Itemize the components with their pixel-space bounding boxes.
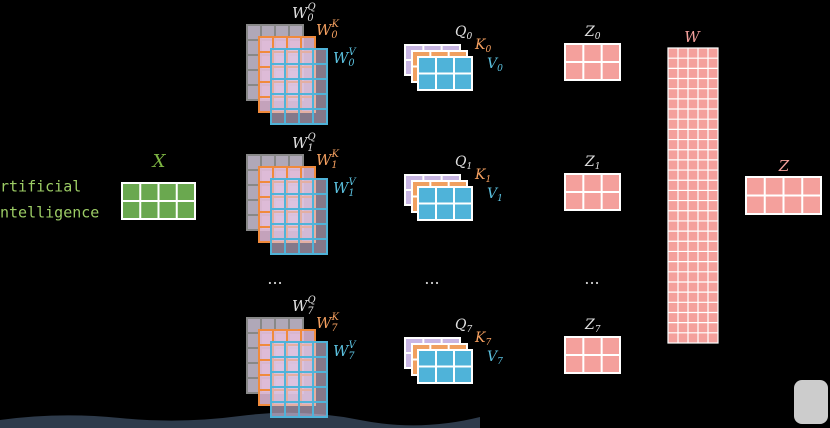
label-sub: 0 xyxy=(595,32,601,42)
label-base: Q xyxy=(455,24,467,40)
label-sub: 1 xyxy=(497,194,503,204)
label-base: Z xyxy=(584,154,595,170)
label-base: Q xyxy=(455,154,467,170)
label-sub: 7 xyxy=(331,323,338,334)
label-base: W xyxy=(333,49,350,67)
math-label: K7 xyxy=(474,330,491,348)
label-sup: Q xyxy=(308,2,316,13)
wo-matrix xyxy=(667,47,719,344)
math-label: K1 xyxy=(474,167,491,185)
math-label: Q0 xyxy=(455,24,472,42)
math-label: W7V xyxy=(333,340,357,362)
label-base: W xyxy=(292,134,309,152)
label-base: V xyxy=(487,56,499,72)
label-base: W xyxy=(292,4,309,22)
label-sub: 1 xyxy=(331,160,337,171)
label-sub: 7 xyxy=(348,351,355,362)
label-sub: 0 xyxy=(307,13,313,24)
math-label: W1K xyxy=(316,149,340,171)
label-sub: 0 xyxy=(497,64,503,74)
math-label: Z0 xyxy=(584,24,601,42)
label-sup: K xyxy=(331,149,340,160)
math-label: W0K xyxy=(316,19,340,41)
math-label: K0 xyxy=(474,37,491,55)
label-base: W xyxy=(316,21,333,39)
label-sub: 1 xyxy=(348,188,354,199)
label-base: V xyxy=(487,349,499,365)
math-label: Q1 xyxy=(455,154,472,172)
math-label: V1 xyxy=(487,186,503,204)
label-base: K xyxy=(474,167,487,183)
label-base: W xyxy=(333,342,350,360)
ground xyxy=(0,412,480,428)
w-label: W xyxy=(684,28,701,46)
label-sub: 0 xyxy=(331,30,337,41)
label-base: Q xyxy=(455,317,467,333)
math-label: W0V xyxy=(333,47,357,69)
label-sup: Q xyxy=(308,295,316,306)
math-label: Z1 xyxy=(584,154,601,172)
label-sub: 0 xyxy=(348,58,354,69)
label-base: W xyxy=(316,314,333,332)
label-sub: 7 xyxy=(466,325,472,335)
label-sup: K xyxy=(331,312,340,323)
math-label: W7Q xyxy=(292,295,316,317)
label-base: V xyxy=(487,186,499,202)
z-label: Z xyxy=(778,157,790,175)
math-label: W7K xyxy=(316,312,340,334)
label-base: W xyxy=(316,151,333,169)
label-sup: V xyxy=(349,47,357,58)
label-sub: 1 xyxy=(466,162,472,172)
watermark-logo xyxy=(794,380,828,424)
math-label: Q7 xyxy=(455,317,472,335)
ellipsis: ··· xyxy=(584,274,599,293)
label-sub: 7 xyxy=(595,325,601,335)
label-sub: 1 xyxy=(307,143,313,154)
ellipsis: ··· xyxy=(267,274,282,293)
math-label: W0Q xyxy=(292,2,316,24)
input-text: ntelligence xyxy=(0,204,99,222)
math-label: V7 xyxy=(487,349,503,367)
math-label: W1Q xyxy=(292,132,316,154)
label-sub: 7 xyxy=(485,338,491,348)
label-base: Z xyxy=(584,24,595,40)
label-sub: 0 xyxy=(485,45,491,55)
math-label: V0 xyxy=(487,56,503,74)
label-base: W xyxy=(333,179,350,197)
label-sub: 1 xyxy=(595,162,601,172)
label-base: W xyxy=(292,297,309,315)
label-sup: V xyxy=(349,177,357,188)
label-sup: K xyxy=(331,19,340,30)
label-base: K xyxy=(474,37,487,53)
label-sup: Q xyxy=(308,132,316,143)
label-sup: V xyxy=(349,340,357,351)
label-sub: 7 xyxy=(307,306,314,317)
label-base: K xyxy=(474,330,487,346)
math-label: Z7 xyxy=(584,317,601,335)
label-sub: 1 xyxy=(485,175,491,185)
label-sub: 0 xyxy=(466,32,472,42)
label-base: Z xyxy=(584,317,595,333)
ellipsis: ··· xyxy=(424,274,439,293)
input-text: rtificial xyxy=(0,178,81,196)
math-label: W1V xyxy=(333,177,357,199)
label-sub: 7 xyxy=(497,357,503,367)
x-label: X xyxy=(151,151,167,172)
